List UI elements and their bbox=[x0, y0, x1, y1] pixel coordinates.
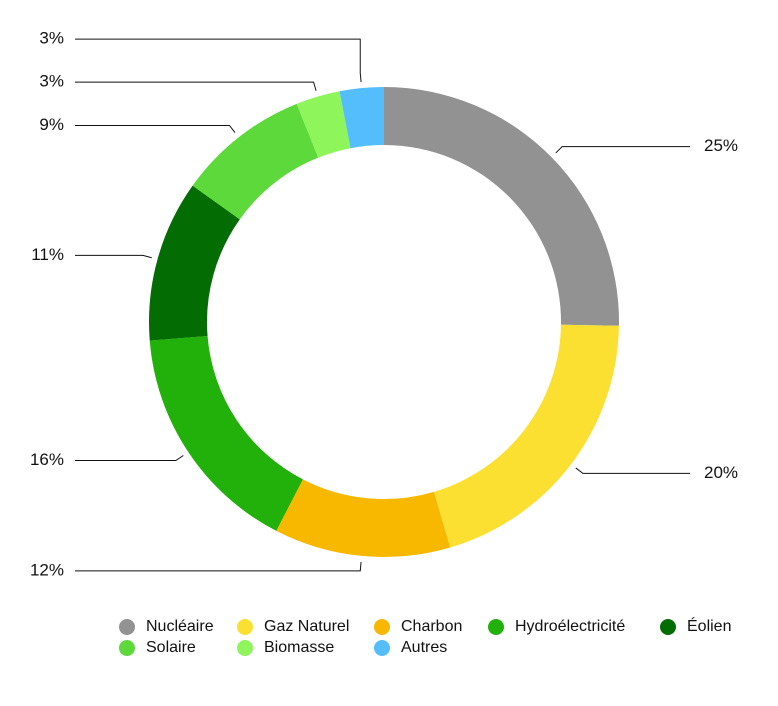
legend-swatch bbox=[237, 640, 253, 656]
donut-slice bbox=[149, 336, 303, 531]
legend-swatch bbox=[488, 619, 504, 635]
legend-label: Solaire bbox=[146, 639, 196, 656]
donut-slice bbox=[276, 479, 451, 557]
leader-line bbox=[75, 81, 317, 91]
donut-slice bbox=[192, 103, 319, 220]
leader-line bbox=[75, 561, 362, 572]
donut-slice bbox=[339, 87, 384, 149]
legend-swatch bbox=[119, 619, 135, 635]
legend-swatch bbox=[237, 619, 253, 635]
leader-line bbox=[75, 38, 362, 83]
legend-label: Éolien bbox=[687, 616, 731, 635]
value-label: 16% bbox=[30, 450, 64, 469]
legend-label: Nucléaire bbox=[146, 618, 214, 635]
value-label: 9% bbox=[39, 115, 64, 134]
leader-line bbox=[75, 455, 184, 461]
leader-line bbox=[555, 146, 690, 154]
leader-line bbox=[575, 467, 690, 474]
legend-label: Charbon bbox=[401, 618, 462, 635]
donut-slice bbox=[384, 87, 619, 326]
legend-swatch bbox=[119, 640, 135, 656]
legend-label: Autres bbox=[401, 639, 447, 656]
legend-swatch bbox=[374, 619, 390, 635]
value-label: 3% bbox=[39, 29, 64, 48]
legend-swatch bbox=[660, 619, 676, 635]
legend-label: Gaz Naturel bbox=[264, 618, 349, 635]
donut-slice bbox=[433, 324, 619, 548]
legend-label: Biomasse bbox=[264, 639, 334, 656]
legend-swatch bbox=[374, 640, 390, 656]
leader-line bbox=[75, 254, 152, 259]
value-label: 12% bbox=[30, 560, 64, 579]
value-label: 25% bbox=[704, 136, 738, 155]
value-label: 11% bbox=[31, 245, 64, 264]
donut-slice bbox=[148, 185, 240, 341]
value-label: 20% bbox=[704, 463, 738, 482]
value-label: 3% bbox=[39, 72, 64, 91]
leader-line bbox=[75, 124, 236, 133]
legend-label: Hydroélectricité bbox=[515, 618, 625, 635]
donut-slice bbox=[296, 91, 351, 158]
